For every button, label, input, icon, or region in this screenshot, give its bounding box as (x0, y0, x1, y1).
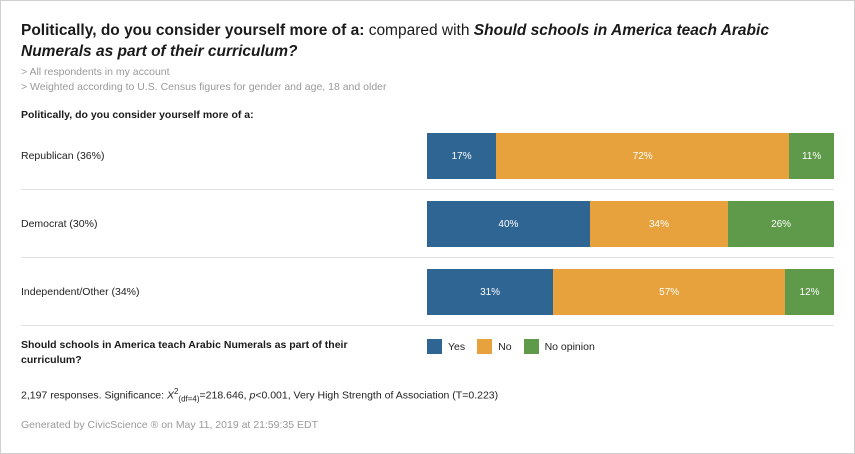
bar-segment-yes[interactable]: 40% (427, 201, 590, 247)
stacked-bar: 31% 57% 12% (427, 269, 834, 315)
bar-segment-no-opinion[interactable]: 11% (789, 133, 834, 179)
row-label: Democrat (30%) (21, 218, 98, 230)
row-separator (21, 325, 834, 326)
p-value: <0.001, Very High Strength of Associatio… (255, 389, 499, 402)
legend-swatch (523, 339, 539, 354)
title-question-a: Politically, do you consider yourself mo… (21, 22, 365, 39)
stacked-bar: 17% 72% 11% (427, 133, 834, 179)
title-question-b: Should schools in America teach Arabic N… (21, 22, 769, 60)
bar-segment-yes[interactable]: 31% (427, 269, 554, 315)
chart-title: Politically, do you consider yourself mo… (21, 20, 821, 62)
generated-footer: Generated by CivicScience ® on May 11, 2… (21, 419, 319, 431)
row-separator (21, 189, 834, 190)
stacked-bar: 40% 34% 26% (427, 201, 834, 247)
chi-sup: 2 (173, 387, 179, 396)
chi-sub: (df=4) (178, 394, 200, 404)
title-connector: compared with (368, 22, 470, 39)
legend-swatch (427, 339, 442, 354)
bar-segment-no-opinion[interactable]: 26% (728, 201, 834, 247)
significance-stats: 2,197 responses. Significance: X2(df=4)=… (21, 387, 498, 404)
bar-segment-no[interactable]: 57% (553, 269, 786, 315)
row-label: Republican (36%) (21, 150, 105, 162)
legend-label: No (498, 340, 512, 353)
chi-symbol: X (166, 389, 174, 402)
legend-label: No opinion (544, 340, 595, 353)
chi-value: =218.646, (199, 389, 247, 402)
legend-item: No opinion (523, 339, 595, 354)
legend-swatch (477, 339, 493, 354)
legend-label: Yes (448, 340, 466, 353)
bar-segment-no-opinion[interactable]: 12% (785, 269, 834, 315)
legend-item: Yes (427, 339, 465, 354)
p-symbol: p (249, 389, 256, 402)
filter-respondents: > All respondents in my account (21, 66, 170, 78)
legend: Yes No No opinion (427, 339, 607, 354)
bar-segment-no[interactable]: 72% (496, 133, 790, 179)
responses-text: 2,197 responses. Significance: (21, 389, 165, 402)
row-separator (21, 257, 834, 258)
row-label: Independent/Other (34%) (21, 286, 140, 298)
legend-item: No (477, 339, 512, 354)
bar-segment-yes[interactable]: 17% (427, 133, 497, 179)
bar-segment-no[interactable]: 34% (589, 201, 729, 247)
row-question-label: Politically, do you consider yourself mo… (21, 109, 254, 121)
filter-weighting: > Weighted according to U.S. Census figu… (21, 81, 387, 93)
legend-question: Should schools in America teach Arabic N… (21, 339, 348, 366)
